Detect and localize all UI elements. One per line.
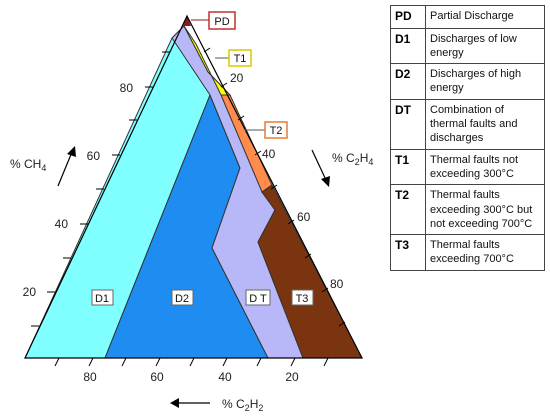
label-pd: PD <box>191 11 236 30</box>
right-tick-label: 80 <box>330 277 344 291</box>
bottom-tick-label: 20 <box>285 370 299 384</box>
svg-text:D T: D T <box>249 293 267 305</box>
svg-text:T3: T3 <box>296 293 309 305</box>
right-axis-title: % C2H4 <box>332 151 373 167</box>
legend-code: D1 <box>390 27 426 65</box>
legend-code: DT <box>390 98 426 150</box>
right-ticks <box>203 47 346 327</box>
zone-pd <box>183 16 191 26</box>
left-tick-label: 60 <box>87 149 101 163</box>
legend-code: PD <box>390 5 426 29</box>
bottom-tick-label: 60 <box>150 370 164 384</box>
legend-desc: Thermal faults exceeding 300°C but not e… <box>425 184 545 236</box>
legend-row: DT Combination of thermal faults and disc… <box>390 98 545 150</box>
left-tick-label: 80 <box>120 81 134 95</box>
bottom-tick-label: 80 <box>83 370 97 384</box>
left-axis-title: % CH4 <box>10 157 46 173</box>
label-t1: T1 <box>215 49 252 67</box>
left-tick-label: 40 <box>55 217 69 231</box>
legend-desc: Combination of thermal faults and discha… <box>425 98 545 150</box>
bottom-tick-label: 40 <box>218 370 232 384</box>
label-dt: D T <box>245 289 271 306</box>
svg-text:T1: T1 <box>234 53 247 65</box>
legend-desc: Thermal faults not exceeding 300°C <box>425 148 545 186</box>
legend-row: D1 Discharges of low energy <box>390 27 545 65</box>
label-d2: D2 <box>171 289 194 306</box>
svg-text:T2: T2 <box>270 125 283 137</box>
duval-triangle-diagram: 80 60 40 20 20 40 60 80 80 60 40 20 % CH… <box>10 11 373 413</box>
legend-table: PD Partial Discharge D1 Discharges of low … <box>390 5 545 271</box>
legend-desc: Discharges of low energy <box>425 27 545 65</box>
legend-row: D2 Discharges of high energy <box>390 63 545 100</box>
left-tick-label: 20 <box>23 285 37 299</box>
svg-text:D2: D2 <box>175 293 189 305</box>
right-tick-label: 60 <box>297 210 311 224</box>
legend-code: T2 <box>390 184 426 236</box>
legend-row: T3 Thermal faults exceeding 700°C <box>390 234 545 271</box>
label-t3: T3 <box>291 289 314 306</box>
svg-text:D1: D1 <box>95 293 109 305</box>
legend-row: T2 Thermal faults exceeding 300°C but not… <box>390 184 545 236</box>
bottom-axis-arrow <box>170 398 210 408</box>
svg-text:PD: PD <box>214 16 229 28</box>
legend-code: T3 <box>390 234 426 271</box>
right-tick-label: 40 <box>262 147 276 161</box>
left-ticks <box>31 51 170 327</box>
legend-code: D2 <box>390 63 426 100</box>
left-axis-arrow <box>57 146 76 187</box>
legend-row: T1 Thermal faults not exceeding 300°C <box>390 148 545 186</box>
legend-row: PD Partial Discharge <box>390 5 545 29</box>
legend-code: T1 <box>390 148 426 186</box>
bottom-ticks <box>54 357 329 367</box>
label-t2: T2 <box>245 121 288 139</box>
legend-desc: Thermal faults exceeding 700°C <box>425 234 545 271</box>
right-tick-label: 20 <box>230 71 244 85</box>
bottom-axis-title: % C2H2 <box>222 397 263 413</box>
legend-desc: Partial Discharge <box>425 5 545 29</box>
legend-desc: Discharges of high energy <box>425 63 545 100</box>
right-axis-arrow <box>311 149 330 187</box>
label-d1: D1 <box>91 289 114 306</box>
